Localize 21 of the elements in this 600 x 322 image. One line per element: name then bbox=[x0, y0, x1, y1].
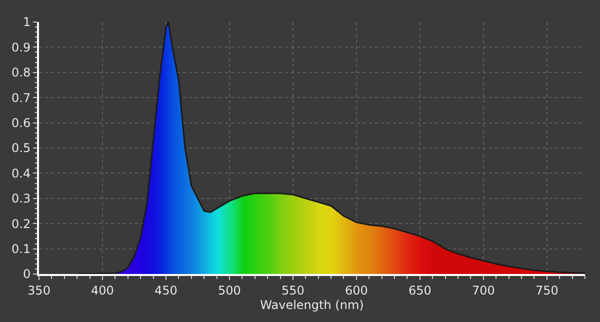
y-tick-label: 0.2 bbox=[12, 216, 31, 231]
y-tick-label: 0.9 bbox=[12, 40, 31, 54]
x-tick-label: 550 bbox=[281, 283, 304, 298]
x-tick-label: 500 bbox=[218, 283, 241, 298]
x-tick-label: 450 bbox=[154, 283, 178, 298]
y-tick-label: 0.4 bbox=[12, 166, 31, 180]
x-tick-label: 650 bbox=[408, 283, 432, 298]
x-tick-label: 350 bbox=[28, 283, 50, 298]
x-axis-title: Wavelength (nm) bbox=[260, 298, 364, 312]
x-tick-label: 750 bbox=[535, 283, 558, 298]
y-tick-label: 0.7 bbox=[12, 90, 31, 105]
y-tick-label: 0.8 bbox=[12, 66, 31, 80]
y-tick-label: 0.6 bbox=[12, 116, 31, 130]
x-tick-label: 700 bbox=[472, 283, 495, 298]
y-tick-label: 0.3 bbox=[12, 192, 31, 206]
y-tick-label: 0.5 bbox=[12, 141, 31, 156]
y-tick-label: 0 bbox=[22, 267, 31, 282]
x-tick-label: 400 bbox=[91, 283, 114, 298]
y-tick-label: 1 bbox=[22, 15, 31, 30]
y-tick-label: 0.1 bbox=[12, 242, 31, 256]
x-tick-label: 600 bbox=[344, 283, 368, 298]
